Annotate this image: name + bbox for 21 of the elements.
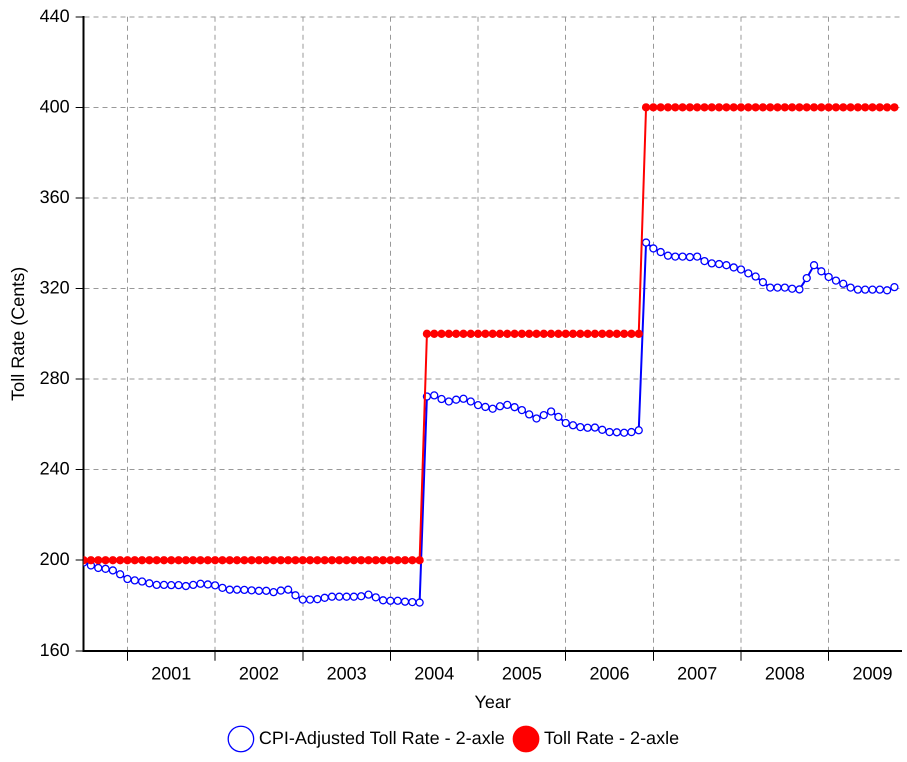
x-tick-label: 2005	[502, 664, 542, 684]
x-tick-label: 2009	[852, 664, 893, 684]
y-axis-title: Toll Rate (Cents)	[8, 266, 28, 401]
y-tick-label: 360	[40, 186, 70, 207]
legend-label: Toll Rate - 2-axle	[544, 728, 680, 748]
y-tick-label: 320	[40, 277, 70, 298]
x-tick-label: 2006	[590, 664, 630, 684]
x-tick-label: 2008	[764, 664, 805, 684]
y-tick-label: 280	[40, 368, 70, 388]
y-tick-label: 240	[40, 458, 70, 479]
y-tick-label: 200	[40, 549, 70, 570]
x-tick-label: 2007	[677, 664, 718, 684]
x-tick-label: 2003	[326, 664, 367, 684]
y-tick-label: 440	[40, 6, 70, 26]
legend-label: CPI-Adjusted Toll Rate - 2-axle	[258, 728, 505, 748]
x-axis-title: Year	[474, 692, 511, 712]
y-tick-label: 400	[40, 96, 70, 116]
y-tick-label: 160	[40, 640, 70, 660]
x-tick-label: 2002	[238, 664, 279, 684]
x-tick-label: 2001	[151, 664, 192, 684]
x-tick-label: 2004	[414, 664, 454, 684]
